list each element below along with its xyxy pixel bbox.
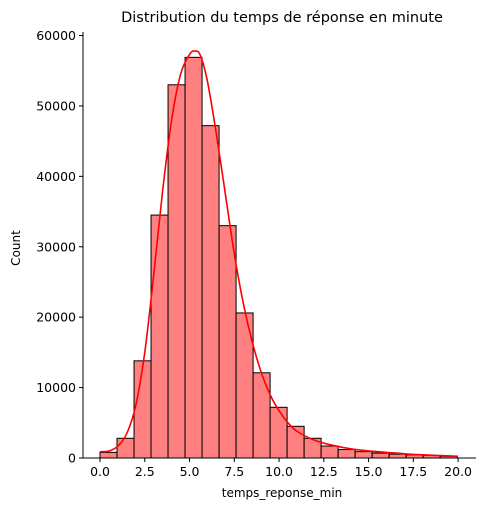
x-tick-label: 12.5 (310, 464, 338, 479)
histogram-bar (269, 406, 288, 459)
x-tick-label: 15.0 (355, 464, 383, 479)
histogram-bar (388, 453, 407, 459)
x-tick-label: 10.0 (265, 464, 293, 479)
x-axis-ticks: 0.0 2.5 5.0 7.5 10.0 12.5 15.0 17.5 20.0 (90, 458, 472, 479)
x-tick-label: 0.0 (90, 464, 110, 479)
x-tick-label: 17.5 (399, 464, 427, 479)
histogram-bar (354, 451, 373, 459)
y-axis-label: Count (9, 230, 23, 266)
histogram-bar (133, 360, 152, 459)
y-tick-label: 60000 (36, 28, 76, 43)
y-tick-label: 40000 (36, 169, 76, 184)
histogram-bar (201, 125, 220, 459)
x-tick-label: 7.5 (224, 464, 244, 479)
kde-curve (99, 50, 459, 458)
x-axis-label: temps_reponse_min (222, 486, 343, 500)
histogram-bar (320, 445, 339, 459)
y-tick-label: 30000 (36, 239, 76, 254)
histogram-bars (99, 56, 458, 459)
y-tick-label: 20000 (36, 310, 76, 325)
histogram-bar (337, 449, 356, 459)
histogram-bar (116, 437, 135, 459)
x-tick-label: 5.0 (180, 464, 200, 479)
x-tick-label: 20.0 (444, 464, 472, 479)
histogram-bar (167, 84, 186, 459)
y-tick-label: 50000 (36, 98, 76, 113)
histogram-bar (184, 56, 203, 459)
histogram-bar (252, 372, 271, 459)
histogram-bar (218, 225, 237, 459)
x-tick-label: 2.5 (135, 464, 155, 479)
y-tick-label: 0 (68, 451, 76, 466)
histogram-bar (371, 452, 390, 459)
histogram-bar (99, 451, 118, 459)
histogram-bar (150, 214, 169, 459)
y-tick-label: 10000 (36, 380, 76, 395)
y-axis-ticks: 0 10000 20000 30000 40000 50000 60000 (36, 28, 83, 466)
chart-title: Distribution du temps de réponse en minu… (121, 10, 443, 26)
